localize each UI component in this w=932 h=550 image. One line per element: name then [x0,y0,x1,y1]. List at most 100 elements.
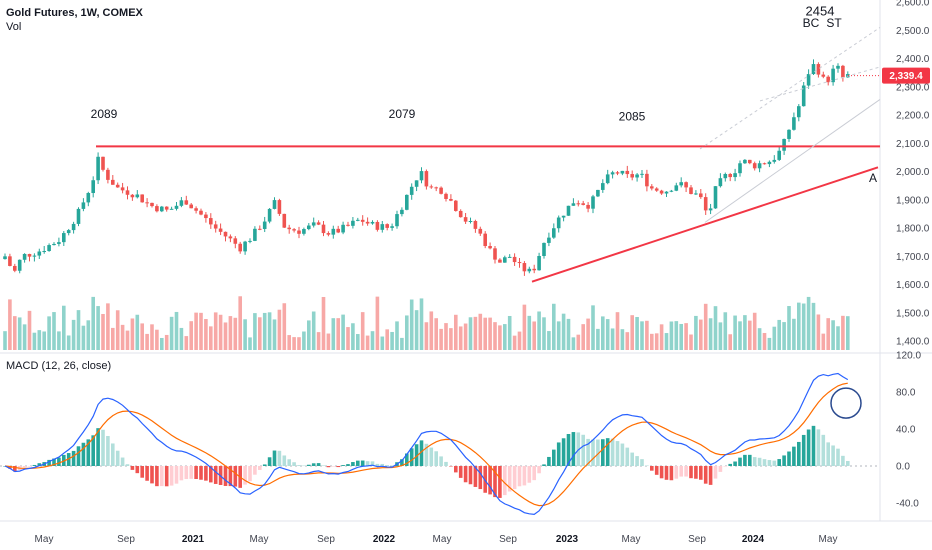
price-tick-label: 2,300.0 [896,82,930,93]
volume-bar [507,315,512,350]
macd-histogram-bar [601,439,605,466]
candle-body [767,161,772,165]
macd-histogram-bar [385,465,389,466]
x-tick-label: 2024 [742,534,765,545]
macd-histogram-bar [400,459,404,466]
candle-body [811,64,816,75]
macd-histogram-bar [679,466,683,477]
macd-histogram-bar [635,456,639,466]
candle-body [37,251,42,256]
volume-bar [483,317,487,350]
candle-body [351,220,355,226]
volume-bar [463,323,468,350]
macd-histogram-bar [204,466,208,481]
volume-bar [772,326,777,350]
volume-bar [248,337,252,350]
volume-bar [169,316,174,350]
macd-histogram-bar [409,448,414,466]
volume-bar [713,306,718,350]
macd-histogram-bar [336,466,340,468]
candle-body [576,203,581,205]
macd-tick-label: 80.0 [896,388,916,399]
candle-body [772,159,777,162]
x-tick-label: May [250,534,269,545]
volume-bar [71,319,76,350]
macd-histogram-bar [728,463,732,466]
macd-histogram-bar [659,466,664,479]
volume-bar [566,318,571,350]
candle-body [414,180,419,187]
macd-histogram-bar [620,443,625,466]
macd-histogram-bar [302,465,306,467]
candle-body [503,257,507,263]
volume-bar [610,328,615,350]
signal-line [4,382,848,507]
macd-histogram-bar [248,466,252,482]
volume-bar [267,312,272,350]
volume-bar [669,321,674,350]
candle-body [42,251,46,253]
macd-histogram-bar [542,464,546,466]
volume-bar [674,321,679,350]
volume-bar [458,326,463,350]
volume-bar [527,315,532,350]
volume-bar [444,323,448,350]
candle-body [331,228,336,235]
macd-histogram-bar [826,442,830,466]
candle-body [664,191,669,194]
candle-body [160,206,164,212]
candle-body [223,231,228,237]
volume-bar [694,315,698,350]
volume-bar [811,302,816,350]
macd-histogram-bar [120,457,125,466]
candle-body [650,186,654,189]
volume-bar [184,336,189,350]
macd-histogram-bar [160,466,164,487]
macd-histogram-bar [140,466,144,478]
candle-body [213,224,218,229]
macd-histogram-bar [262,464,267,466]
volume-bar [125,330,130,350]
macd-legend: MACD (12, 26, close) [6,360,112,372]
macd-histogram-bar [258,466,262,470]
candle-body [57,242,61,244]
candle-body [444,193,448,199]
macd-histogram-bar [174,466,179,484]
volume-bar [409,299,414,350]
candle-body [552,228,556,238]
volume-bar [571,337,576,350]
candle-body [258,228,262,230]
candle-body [605,174,610,184]
price-tick-label: 2,000.0 [896,167,930,178]
candle-body [689,187,693,194]
volume-bar [797,302,801,350]
macd-histogram-bar [272,450,277,466]
volume-bar [243,319,247,350]
macd-histogram-bar [552,449,556,466]
candle-body [81,202,86,209]
macd-histogram-bar [287,459,291,466]
macd-histogram-bar [522,466,527,486]
price-tick-label: 1,600.0 [896,280,930,291]
candle-body [22,253,27,260]
candle-body [792,117,796,130]
volume-bar [66,335,71,350]
candle-body [542,242,546,256]
macd-tick-label: 0.0 [896,462,910,473]
chart-title: Gold Futures, 1W, COMEX [6,7,143,19]
macd-histogram-bar [767,460,772,466]
volume-bar [47,316,51,350]
candle-body [424,171,429,187]
volume-bar [645,320,649,350]
volume-bar [552,303,556,350]
candle-body [380,224,385,230]
volume-bar [101,313,105,350]
macd-histogram-bar [341,465,345,466]
macd-histogram-bar [454,466,458,473]
volume-bar [111,327,115,350]
volume-bar [76,310,81,350]
volume-bar [218,314,223,350]
candle-body [365,221,370,224]
candle-body [566,205,571,216]
volume-bar [547,331,551,350]
